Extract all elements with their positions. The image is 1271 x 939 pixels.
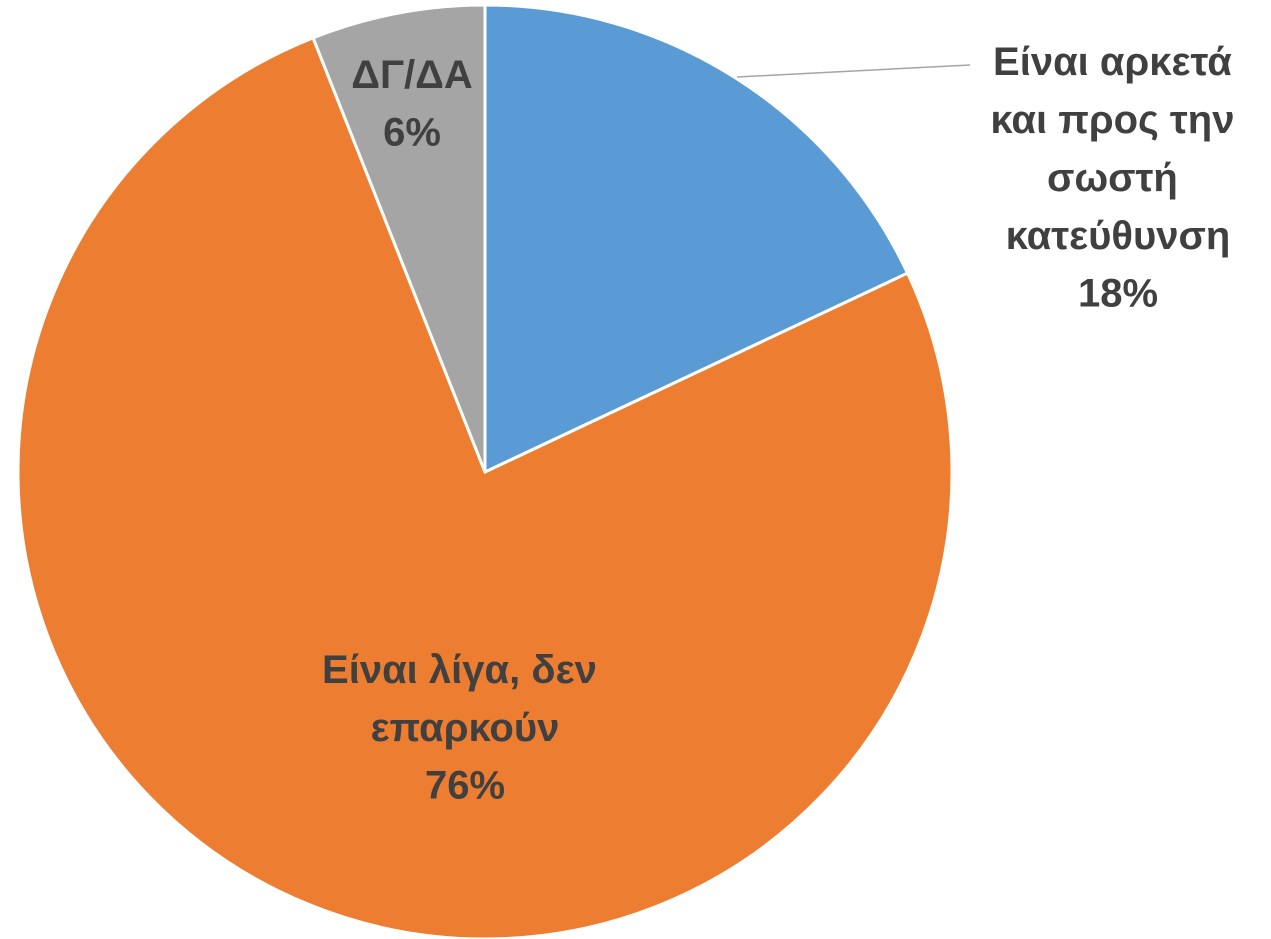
labels: Είναι αρκετά και προς την σωστή κατεύθυν… (322, 40, 1246, 808)
slice-value-label: 18% (1078, 272, 1158, 316)
pie-slice (16, 35, 954, 939)
pie-slice (311, 3, 487, 473)
slice-value-label: 6% (383, 111, 441, 155)
slices (16, 3, 954, 939)
leader-line (736, 64, 971, 78)
slice-value-label: 76% (425, 764, 505, 808)
slice-label: Είναι λίγα, δεν επαρκούν (322, 648, 608, 750)
slice-label: Είναι αρκετά και προς την σωστή κατεύθυν… (990, 40, 1245, 258)
slice-label: ΔΓ/ΔΑ (351, 53, 473, 97)
pie-slice (483, 3, 910, 475)
